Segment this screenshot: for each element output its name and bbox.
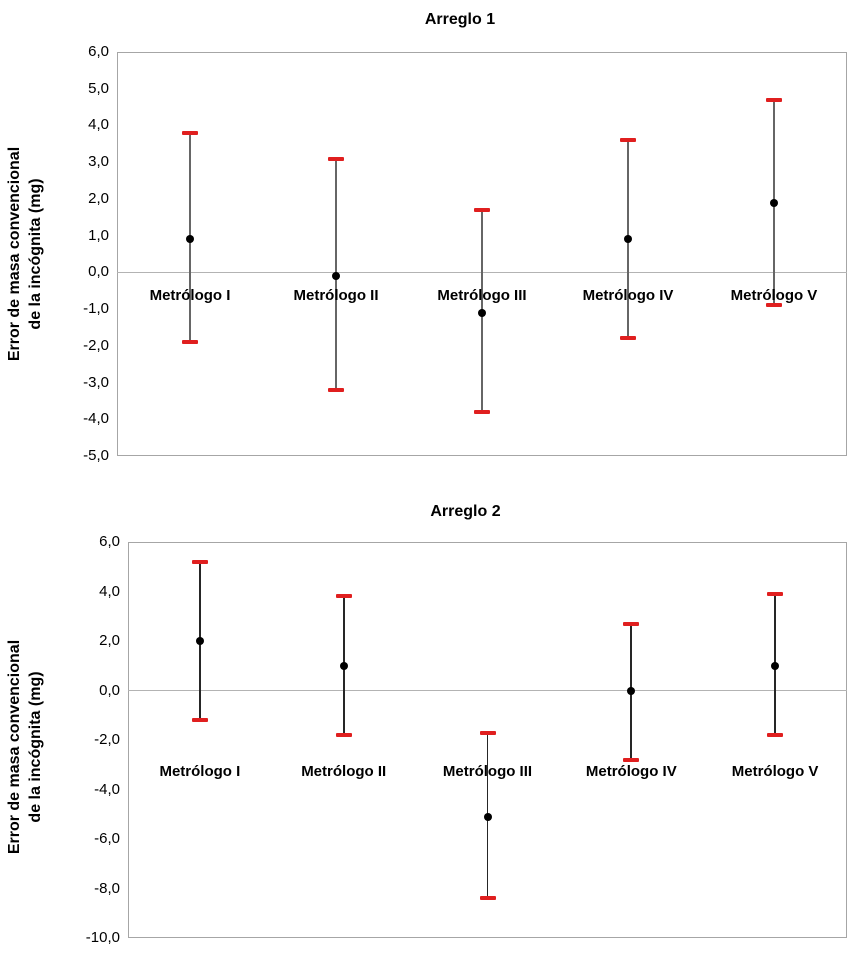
y-tick-label: -8,0 (94, 879, 120, 897)
error-bar-cap-lower (182, 340, 198, 345)
x-category-label: Metrólogo II (293, 287, 379, 304)
error-bar-cap-upper (335, 594, 352, 599)
x-category-label: Metrólogo V (731, 763, 819, 780)
chart1-title: Arreglo 1 (424, 11, 496, 28)
y-tick-label: -2,0 (94, 731, 120, 748)
y-tick-label: 2,0 (99, 632, 120, 649)
y-tick-label: 1,0 (88, 226, 109, 244)
error-bar-cap-upper (620, 138, 636, 143)
chart2-y-axis-title-line2: de la incógnita (mg) (27, 671, 44, 823)
y-tick-label: -3,0 (83, 373, 109, 391)
error-bar-cap-upper (479, 730, 496, 735)
x-category-label: Metrólogo IV (582, 287, 674, 304)
x-category-label: Metrólogo IV (585, 763, 677, 780)
data-point-marker (624, 235, 632, 244)
error-bar-cap-upper (474, 207, 490, 212)
y-tick-label: -4,0 (94, 780, 120, 798)
data-point-marker (627, 686, 636, 695)
y-tick-label: 3,0 (88, 153, 109, 171)
chart1-y-axis-title: Error de masa convencional de la incógni… (4, 34, 48, 474)
y-tick-label: -5,0 (83, 447, 109, 464)
y-tick-label: -1,0 (83, 300, 109, 318)
y-tick-label: 4,0 (99, 582, 120, 600)
error-bar-cap-lower (474, 409, 490, 414)
error-bar-cap-upper (182, 130, 198, 135)
x-category-label: Metrólogo II (301, 763, 387, 780)
error-bar-cap-upper (191, 559, 208, 564)
data-point-marker (339, 661, 348, 670)
y-tick-label: 6,0 (99, 533, 120, 550)
zero-gridline (128, 690, 847, 691)
x-category-label: Metrólogo I (149, 287, 231, 304)
data-point-marker (771, 661, 780, 670)
error-bar-cap-lower (479, 896, 496, 901)
error-bar-cap-lower (766, 303, 782, 308)
y-tick-label: -10,0 (85, 929, 120, 946)
y-tick-label: 0,0 (99, 681, 120, 699)
chart2-y-axis-title: Error de masa convencional de la incógni… (4, 527, 48, 957)
error-bar-cap-lower (767, 733, 784, 738)
x-category-label: Metrólogo III (442, 763, 533, 780)
x-category-label: Metrólogo III (437, 287, 527, 304)
data-point-marker (195, 637, 204, 645)
y-tick-label: 4,0 (88, 116, 109, 134)
error-bar-cap-upper (766, 97, 782, 102)
data-point-marker (483, 812, 492, 821)
y-tick-label: -4,0 (83, 410, 109, 428)
error-bar-cap-lower (328, 387, 344, 392)
error-bar-cap-upper (767, 591, 784, 596)
chart2-title: Arreglo 2 (430, 503, 501, 520)
y-tick-label: 0,0 (88, 263, 109, 281)
error-bar-cap-lower (191, 718, 208, 723)
chart2-y-axis-title-line1: Error de masa convencional (6, 639, 23, 855)
y-tick-label: -2,0 (83, 336, 109, 354)
x-category-label: Metrólogo I (159, 763, 241, 780)
data-point-marker (332, 272, 340, 281)
data-point-marker (186, 235, 194, 244)
data-point-marker (478, 308, 486, 317)
y-tick-label: -6,0 (94, 830, 120, 847)
x-category-label: Metrólogo V (730, 287, 818, 304)
error-bar-cap-upper (328, 156, 344, 161)
y-tick-label: 2,0 (88, 189, 109, 207)
error-bar-cap-lower (620, 336, 636, 341)
error-bar-cap-lower (623, 757, 640, 762)
chart1-y-axis-title-line2: de la incógnita (mg) (27, 178, 44, 330)
error-bar-cap-upper (623, 621, 640, 626)
y-tick-label: 5,0 (88, 79, 109, 97)
y-tick-label: 6,0 (88, 43, 109, 60)
chart1-y-axis-title-line1: Error de masa convencional (6, 146, 23, 362)
data-point-marker (770, 198, 778, 207)
error-bar-cap-lower (335, 733, 352, 738)
